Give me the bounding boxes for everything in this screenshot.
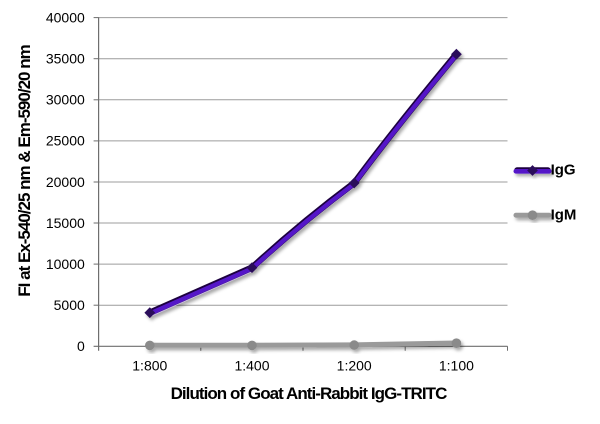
svg-text:25000: 25000 — [46, 133, 85, 149]
svg-text:FI at Ex-540/25 nm & Em-590/20: FI at Ex-540/25 nm & Em-590/20 nm — [15, 44, 34, 296]
svg-text:IgM: IgM — [551, 206, 577, 223]
svg-text:30000: 30000 — [46, 92, 85, 108]
svg-text:1:200: 1:200 — [337, 358, 372, 374]
svg-text:Dilution of Goat Anti-Rabbit I: Dilution of Goat Anti-Rabbit IgG-TRITC — [171, 384, 447, 403]
svg-text:IgG: IgG — [551, 162, 576, 179]
svg-text:35000: 35000 — [46, 51, 85, 67]
svg-text:5000: 5000 — [54, 297, 85, 313]
svg-text:1:800: 1:800 — [132, 358, 167, 374]
svg-text:15000: 15000 — [46, 215, 85, 231]
svg-text:1:100: 1:100 — [439, 358, 474, 374]
svg-text:40000: 40000 — [46, 9, 85, 25]
svg-text:0: 0 — [77, 338, 85, 354]
svg-text:10000: 10000 — [46, 256, 85, 272]
svg-text:20000: 20000 — [46, 174, 85, 190]
svg-text:1:400: 1:400 — [234, 358, 269, 374]
